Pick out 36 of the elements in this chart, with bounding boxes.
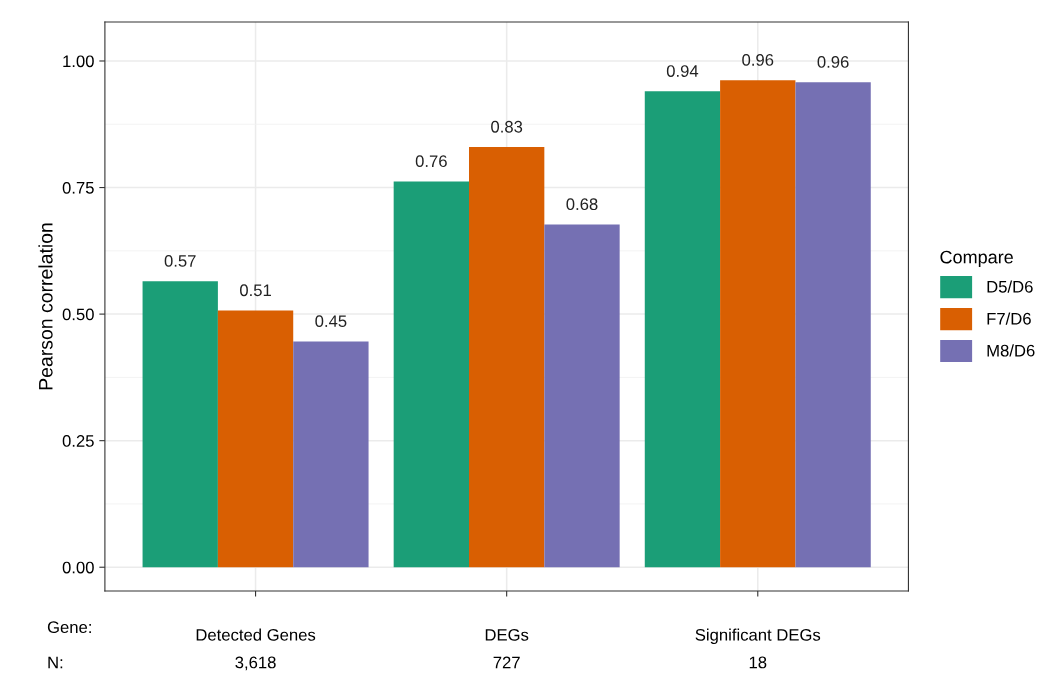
data-label: 0.68 (566, 198, 598, 211)
bar (217, 310, 294, 568)
data-label: 0.94 (666, 65, 699, 77)
text: Gene: (47, 621, 91, 634)
legend-label: F7/D6 (987, 312, 1031, 325)
bar (469, 147, 545, 568)
text: N: (48, 656, 63, 669)
data-label: 0.51 (240, 284, 271, 297)
bar (142, 281, 218, 568)
legend-label: M8/D6 (987, 344, 1035, 357)
bar (544, 224, 620, 568)
y-tick-label: 0.75 (62, 181, 94, 194)
bar (720, 80, 796, 568)
text: 727 (493, 656, 520, 669)
bar (293, 341, 369, 568)
bar (795, 82, 871, 568)
legend-title: Compare (940, 250, 1013, 268)
data-label: 0.96 (817, 56, 849, 68)
text: 3,618 (235, 656, 276, 671)
data-label: 0.76 (415, 155, 447, 168)
data-label: 0.96 (742, 54, 774, 66)
x-tick-label: Significant DEGs (695, 628, 821, 645)
text: 18 (749, 656, 767, 669)
bar (644, 91, 721, 568)
legend-label: D5/D6 (987, 280, 1033, 293)
y-tick-label: 0.00 (62, 561, 94, 574)
y-axis-title: Pearson correlation (38, 223, 53, 390)
bar (393, 181, 469, 568)
y-tick-label: 0.50 (62, 308, 94, 321)
x-tick-label: Detected Genes (196, 628, 316, 641)
y-tick-label: 1.00 (63, 55, 94, 68)
data-label: 0.45 (315, 315, 347, 328)
x-tick-label: DEGs (485, 628, 529, 641)
y-tick-label: 0.25 (62, 435, 94, 447)
data-label: 0.83 (491, 120, 523, 133)
data-label: 0.57 (164, 254, 196, 267)
